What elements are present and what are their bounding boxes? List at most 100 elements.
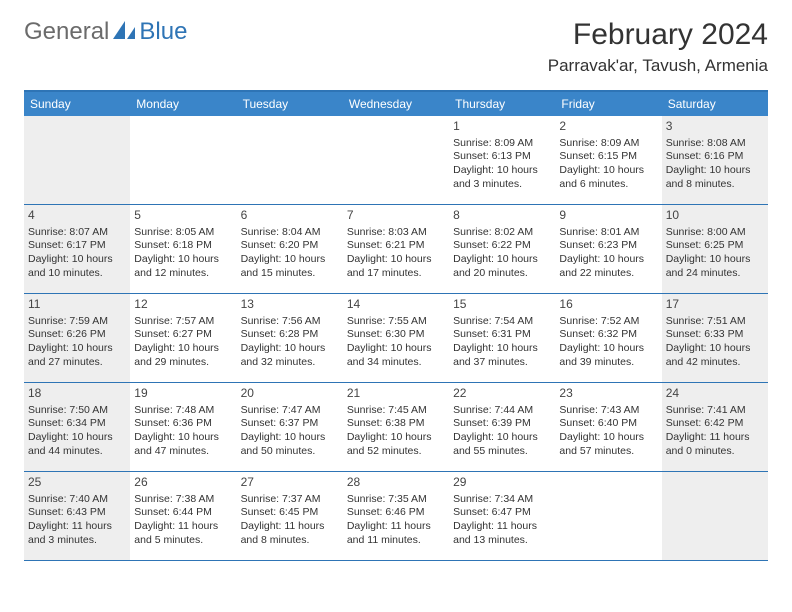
weeks-container: 1Sunrise: 8:09 AMSunset: 6:13 PMDaylight… bbox=[24, 116, 768, 561]
day-cell: 9Sunrise: 8:01 AMSunset: 6:23 PMDaylight… bbox=[555, 205, 661, 293]
sunrise-text: Sunrise: 7:47 AM bbox=[241, 404, 339, 418]
day-cell: 26Sunrise: 7:38 AMSunset: 6:44 PMDayligh… bbox=[130, 472, 236, 560]
sunrise-text: Sunrise: 7:40 AM bbox=[28, 493, 126, 507]
sunset-text: Sunset: 6:38 PM bbox=[347, 417, 445, 431]
weekday-header-cell: Sunday bbox=[24, 92, 130, 116]
sunset-text: Sunset: 6:44 PM bbox=[134, 506, 232, 520]
sunset-text: Sunset: 6:21 PM bbox=[347, 239, 445, 253]
daylight-text: Daylight: 10 hours and 34 minutes. bbox=[347, 342, 445, 369]
day-number: 24 bbox=[666, 386, 764, 402]
day-number: 10 bbox=[666, 208, 764, 224]
day-number: 5 bbox=[134, 208, 232, 224]
daylight-text: Daylight: 10 hours and 32 minutes. bbox=[241, 342, 339, 369]
daylight-text: Daylight: 10 hours and 37 minutes. bbox=[453, 342, 551, 369]
day-cell: 25Sunrise: 7:40 AMSunset: 6:43 PMDayligh… bbox=[24, 472, 130, 560]
weekday-header-cell: Saturday bbox=[662, 92, 768, 116]
day-number: 7 bbox=[347, 208, 445, 224]
day-number: 18 bbox=[28, 386, 126, 402]
day-number: 12 bbox=[134, 297, 232, 313]
sunset-text: Sunset: 6:20 PM bbox=[241, 239, 339, 253]
day-cell: 22Sunrise: 7:44 AMSunset: 6:39 PMDayligh… bbox=[449, 383, 555, 471]
header: General Blue February 2024 Parravak'ar, … bbox=[0, 0, 792, 82]
daylight-text: Daylight: 11 hours and 13 minutes. bbox=[453, 520, 551, 547]
day-cell bbox=[555, 472, 661, 560]
day-cell: 28 Sunrise: 7:35 AMSunset: 6:46 PMDayligh… bbox=[343, 472, 449, 560]
sunset-text: Sunset: 6:23 PM bbox=[559, 239, 657, 253]
sunset-text: Sunset: 6:37 PM bbox=[241, 417, 339, 431]
sunrise-text: Sunrise: 7:50 AM bbox=[28, 404, 126, 418]
day-cell: 15Sunrise: 7:54 AMSunset: 6:31 PMDayligh… bbox=[449, 294, 555, 382]
day-cell: 12Sunrise: 7:57 AMSunset: 6:27 PMDayligh… bbox=[130, 294, 236, 382]
logo-text-general: General bbox=[24, 18, 109, 46]
day-number: 26 bbox=[134, 475, 232, 491]
daylight-text: Daylight: 10 hours and 57 minutes. bbox=[559, 431, 657, 458]
weekday-header-row: SundayMondayTuesdayWednesdayThursdayFrid… bbox=[24, 92, 768, 116]
sunset-text: Sunset: 6:26 PM bbox=[28, 328, 126, 342]
daylight-text: Daylight: 11 hours and 5 minutes. bbox=[134, 520, 232, 547]
day-number: 17 bbox=[666, 297, 764, 313]
week-row: 25Sunrise: 7:40 AMSunset: 6:43 PMDayligh… bbox=[24, 472, 768, 561]
daylight-text: Daylight: 10 hours and 52 minutes. bbox=[347, 431, 445, 458]
daylight-text: Daylight: 10 hours and 42 minutes. bbox=[666, 342, 764, 369]
daylight-text: Daylight: 11 hours and 3 minutes. bbox=[28, 520, 126, 547]
day-cell: 8Sunrise: 8:02 AMSunset: 6:22 PMDaylight… bbox=[449, 205, 555, 293]
day-number: 11 bbox=[28, 297, 126, 313]
sunrise-text: Sunrise: 8:07 AM bbox=[28, 226, 126, 240]
sunset-text: Sunset: 6:22 PM bbox=[453, 239, 551, 253]
daylight-text: Daylight: 10 hours and 3 minutes. bbox=[453, 164, 551, 191]
weekday-header-cell: Wednesday bbox=[343, 92, 449, 116]
sunrise-text: Sunrise: 7:35 AM bbox=[347, 493, 445, 507]
sunset-text: Sunset: 6:17 PM bbox=[28, 239, 126, 253]
sunset-text: Sunset: 6:18 PM bbox=[134, 239, 232, 253]
day-number: 27 bbox=[241, 475, 339, 491]
sunrise-text: Sunrise: 7:43 AM bbox=[559, 404, 657, 418]
sunrise-text: Sunrise: 7:55 AM bbox=[347, 315, 445, 329]
sunset-text: Sunset: 6:46 PM bbox=[347, 506, 445, 520]
day-cell: 27 Sunrise: 7:37 AMSunset: 6:45 PMDayligh… bbox=[237, 472, 343, 560]
sunset-text: Sunset: 6:34 PM bbox=[28, 417, 126, 431]
sunset-text: Sunset: 6:42 PM bbox=[666, 417, 764, 431]
day-cell bbox=[343, 116, 449, 204]
day-number: 23 bbox=[559, 386, 657, 402]
day-number: 2 bbox=[559, 119, 657, 135]
sunrise-text: Sunrise: 7:44 AM bbox=[453, 404, 551, 418]
sunrise-text: Sunrise: 7:54 AM bbox=[453, 315, 551, 329]
sunrise-text: Sunrise: 7:37 AM bbox=[241, 493, 339, 507]
sunset-text: Sunset: 6:43 PM bbox=[28, 506, 126, 520]
sunrise-text: Sunrise: 7:51 AM bbox=[666, 315, 764, 329]
daylight-text: Daylight: 10 hours and 27 minutes. bbox=[28, 342, 126, 369]
sunset-text: Sunset: 6:32 PM bbox=[559, 328, 657, 342]
sunrise-text: Sunrise: 7:52 AM bbox=[559, 315, 657, 329]
day-number: 28 bbox=[347, 475, 445, 491]
day-number: 29 bbox=[453, 475, 551, 491]
sunset-text: Sunset: 6:36 PM bbox=[134, 417, 232, 431]
sunset-text: Sunset: 6:28 PM bbox=[241, 328, 339, 342]
day-cell: 14Sunrise: 7:55 AMSunset: 6:30 PMDayligh… bbox=[343, 294, 449, 382]
day-cell: 3Sunrise: 8:08 AMSunset: 6:16 PMDaylight… bbox=[662, 116, 768, 204]
daylight-text: Daylight: 11 hours and 0 minutes. bbox=[666, 431, 764, 458]
week-row: 4Sunrise: 8:07 AMSunset: 6:17 PMDaylight… bbox=[24, 205, 768, 294]
daylight-text: Daylight: 10 hours and 50 minutes. bbox=[241, 431, 339, 458]
weekday-header-cell: Thursday bbox=[449, 92, 555, 116]
day-cell: 17Sunrise: 7:51 AMSunset: 6:33 PMDayligh… bbox=[662, 294, 768, 382]
logo: General Blue bbox=[24, 18, 187, 46]
daylight-text: Daylight: 11 hours and 8 minutes. bbox=[241, 520, 339, 547]
day-cell bbox=[237, 116, 343, 204]
sunset-text: Sunset: 6:15 PM bbox=[559, 150, 657, 164]
daylight-text: Daylight: 10 hours and 12 minutes. bbox=[134, 253, 232, 280]
day-cell: 21Sunrise: 7:45 AMSunset: 6:38 PMDayligh… bbox=[343, 383, 449, 471]
week-row: 11Sunrise: 7:59 AMSunset: 6:26 PMDayligh… bbox=[24, 294, 768, 383]
sunset-text: Sunset: 6:13 PM bbox=[453, 150, 551, 164]
location: Parravak'ar, Tavush, Armenia bbox=[548, 56, 768, 76]
sunrise-text: Sunrise: 8:03 AM bbox=[347, 226, 445, 240]
sunset-text: Sunset: 6:45 PM bbox=[241, 506, 339, 520]
daylight-text: Daylight: 10 hours and 24 minutes. bbox=[666, 253, 764, 280]
sunrise-text: Sunrise: 7:34 AM bbox=[453, 493, 551, 507]
daylight-text: Daylight: 10 hours and 47 minutes. bbox=[134, 431, 232, 458]
daylight-text: Daylight: 10 hours and 15 minutes. bbox=[241, 253, 339, 280]
sunset-text: Sunset: 6:30 PM bbox=[347, 328, 445, 342]
day-cell: 16Sunrise: 7:52 AMSunset: 6:32 PMDayligh… bbox=[555, 294, 661, 382]
sunset-text: Sunset: 6:31 PM bbox=[453, 328, 551, 342]
daylight-text: Daylight: 11 hours and 11 minutes. bbox=[347, 520, 445, 547]
sunrise-text: Sunrise: 8:01 AM bbox=[559, 226, 657, 240]
